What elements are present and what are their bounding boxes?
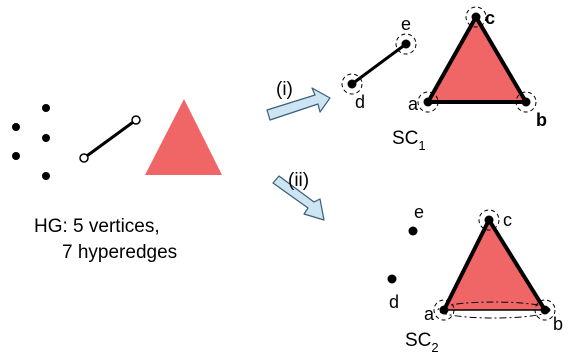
sc1-label-c: c <box>485 8 495 28</box>
sc1-vertex-a <box>423 97 433 107</box>
arrow-upper: (i) <box>266 79 331 121</box>
sc1-halo-c <box>465 6 487 28</box>
sc1-title: SC1 <box>392 128 426 153</box>
sc1-title-subscript: 1 <box>418 138 425 153</box>
hypergraph-group: HG: 5 vertices, 7 hyperedges <box>12 99 222 263</box>
sc1-halo-d <box>341 73 363 95</box>
sc2-halo-b <box>534 299 556 321</box>
sc1-halo-a <box>417 91 439 113</box>
sc1-label-d: d <box>355 92 365 112</box>
sc1-halo-e <box>395 33 417 55</box>
sc2-halo-c <box>478 209 500 231</box>
sc2-vertex-d <box>387 274 397 284</box>
hg-edge-endpoint <box>79 153 89 163</box>
sc1-label-a: a <box>408 94 419 114</box>
hg-vertex <box>42 172 50 180</box>
sc2-vertex-c <box>484 215 494 225</box>
sc1-vertex-e <box>401 39 411 49</box>
sc1-label-b: b <box>536 110 547 130</box>
caption-line-2: 7 hyperedges <box>62 242 177 263</box>
sc2-label-c: c <box>503 210 512 230</box>
sc2-halo-a <box>433 299 455 321</box>
sc1-halo-b <box>515 91 537 113</box>
hg-vertex <box>42 134 50 142</box>
sc1-edge-de <box>351 42 407 86</box>
sc2-label-d: d <box>389 292 399 312</box>
sc2-label-e: e <box>414 202 424 222</box>
sc1-label-e: e <box>401 14 411 34</box>
sc2-vertex-halos <box>433 209 556 321</box>
hg-edge-endpoint <box>131 115 141 125</box>
complex-1: e d a b c SC1 <box>341 6 547 153</box>
sc2-label-b: b <box>553 314 563 334</box>
sc2-vertex-a <box>439 305 449 315</box>
complex-2: e d a b c SC2 <box>387 202 563 355</box>
hg-edge <box>83 118 137 160</box>
sc2-base-hyperedge <box>437 301 551 319</box>
caption-line-1: HG: 5 vertices, <box>34 216 160 237</box>
sc1-vertex-d <box>347 79 357 89</box>
sc2-vertex-e <box>408 226 418 236</box>
sc1-vertex-halos <box>341 6 537 113</box>
hg-vertex <box>42 104 50 112</box>
sc1-title-name: SC <box>392 128 418 149</box>
arrow-upper-label: (i) <box>276 79 293 100</box>
sc2-title: SC2 <box>405 330 439 355</box>
sc1-triangle <box>424 12 530 104</box>
hg-vertex <box>12 152 20 160</box>
arrow-lower-label: (ii) <box>288 170 309 191</box>
hg-vertex <box>12 123 20 131</box>
sc2-title-subscript: 2 <box>431 340 438 355</box>
sc2-label-a: a <box>424 304 435 324</box>
sc1-vertex-c <box>471 12 481 22</box>
sc2-title-name: SC <box>405 330 431 351</box>
arrow-lower-shape <box>272 175 325 221</box>
sc2-triangle-fill <box>444 220 545 310</box>
sc2-vertex-b <box>540 305 550 315</box>
arrow-upper-shape <box>266 87 331 121</box>
arrow-lower: (ii) <box>272 170 325 221</box>
sc1-vertex-b <box>521 97 531 107</box>
hg-triangle <box>145 99 222 175</box>
